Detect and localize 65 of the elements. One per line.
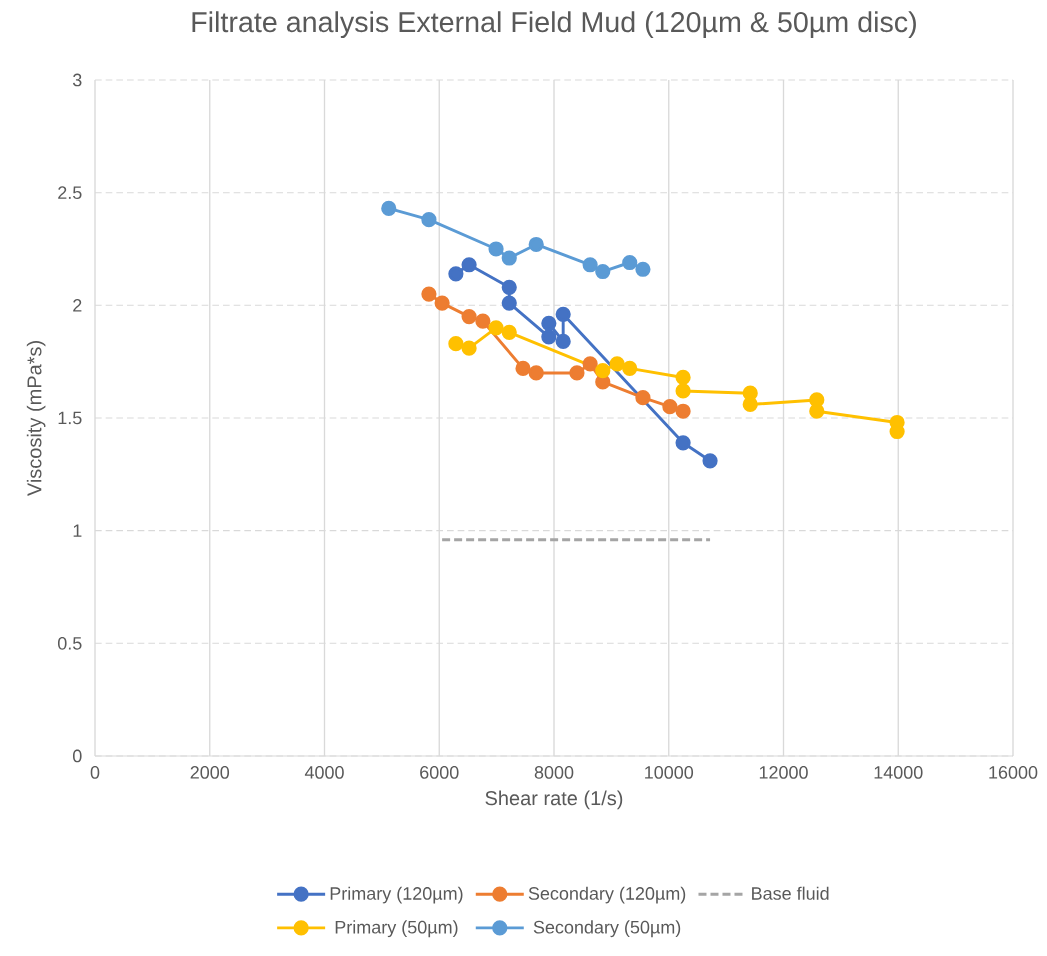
point [448, 266, 464, 282]
point [488, 320, 504, 336]
point [421, 212, 437, 228]
point [569, 365, 585, 381]
point [501, 279, 517, 295]
point [488, 241, 504, 257]
legend-label: Secondary (120µm) [528, 886, 686, 904]
x-tick-label: 8000 [534, 766, 574, 779]
point [675, 369, 691, 386]
point [381, 200, 397, 217]
point [635, 261, 651, 277]
x-tick-label: 14000 [874, 766, 923, 779]
point [582, 257, 598, 273]
legend-label: Secondary (50µm) [533, 920, 681, 938]
point [555, 306, 571, 322]
point [541, 329, 557, 345]
y-tick-label: 0.5 [57, 636, 82, 650]
point [809, 403, 825, 419]
point [501, 250, 517, 266]
y-axis-title: Viscosity (mPa*s) [26, 341, 46, 497]
point [475, 313, 491, 329]
x-tick-label: 6000 [420, 766, 459, 779]
point [675, 403, 691, 419]
point [461, 308, 477, 325]
point [461, 257, 477, 273]
y-tick-label: 1.5 [58, 411, 82, 425]
y-tick-label: 1 [73, 524, 82, 537]
point [635, 390, 651, 406]
y-tick-label: 2 [73, 299, 82, 312]
x-tick-label: 4000 [304, 766, 344, 779]
point [595, 363, 611, 379]
point [528, 236, 544, 253]
point [515, 360, 531, 377]
point [609, 356, 625, 372]
x-axis-title: Shear rate (1/s) [485, 790, 623, 810]
point [501, 324, 517, 340]
legend-label: Primary (50µm) [335, 920, 458, 938]
y-tick-label: 2.5 [58, 186, 82, 200]
legend-label: Base fluid [752, 886, 829, 900]
x-tick-label: 2000 [190, 766, 230, 779]
x-tick-label: 16000 [989, 766, 1038, 779]
point [448, 336, 464, 352]
point [582, 356, 598, 372]
x-tick-label: 10000 [645, 766, 694, 779]
point [528, 365, 544, 381]
point [541, 315, 557, 331]
y-tick-label: 3 [72, 73, 82, 87]
x-tick-label: 12000 [759, 766, 808, 779]
point [742, 396, 758, 413]
point [555, 333, 571, 349]
chart-title: Filtrate analysis External Field Mud (120µm & 50µm disc) [192, 11, 916, 38]
x-tick-label: 0 [90, 766, 100, 779]
y-tick-label: 0 [72, 749, 82, 763]
point [461, 340, 477, 356]
point [595, 263, 611, 280]
point [662, 399, 678, 415]
point [675, 435, 691, 451]
point [501, 295, 517, 311]
point [622, 254, 638, 271]
legend-label: Primary (120µm) [330, 886, 463, 904]
point [702, 453, 718, 469]
point [622, 360, 638, 377]
point [421, 286, 437, 302]
point [434, 295, 450, 311]
point [675, 383, 691, 399]
